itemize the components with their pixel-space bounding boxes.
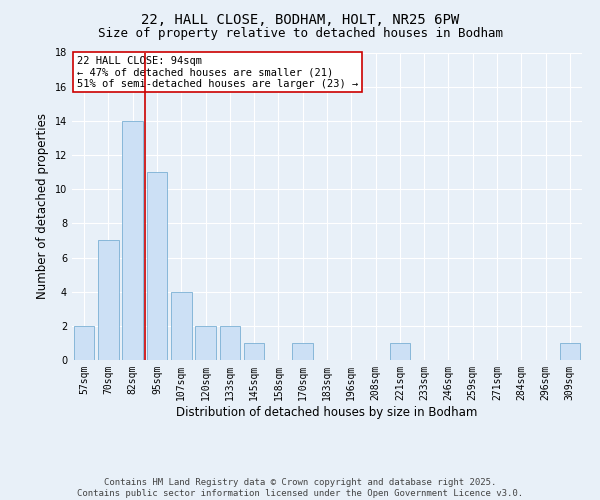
Text: 22 HALL CLOSE: 94sqm
← 47% of detached houses are smaller (21)
51% of semi-detac: 22 HALL CLOSE: 94sqm ← 47% of detached h… [77, 56, 358, 89]
Bar [146, 172, 167, 360]
Bar [220, 326, 240, 360]
Bar [389, 343, 410, 360]
Bar [195, 326, 216, 360]
Text: Size of property relative to detached houses in Bodham: Size of property relative to detached ho… [97, 28, 503, 40]
Bar [560, 343, 580, 360]
Bar [171, 292, 191, 360]
Bar [98, 240, 119, 360]
Bar [74, 326, 94, 360]
Text: Contains HM Land Registry data © Crown copyright and database right 2025.
Contai: Contains HM Land Registry data © Crown c… [77, 478, 523, 498]
Bar [122, 121, 143, 360]
Bar [244, 343, 265, 360]
Y-axis label: Number of detached properties: Number of detached properties [36, 114, 49, 299]
X-axis label: Distribution of detached houses by size in Bodham: Distribution of detached houses by size … [176, 406, 478, 418]
Bar [292, 343, 313, 360]
Text: 22, HALL CLOSE, BODHAM, HOLT, NR25 6PW: 22, HALL CLOSE, BODHAM, HOLT, NR25 6PW [141, 12, 459, 26]
